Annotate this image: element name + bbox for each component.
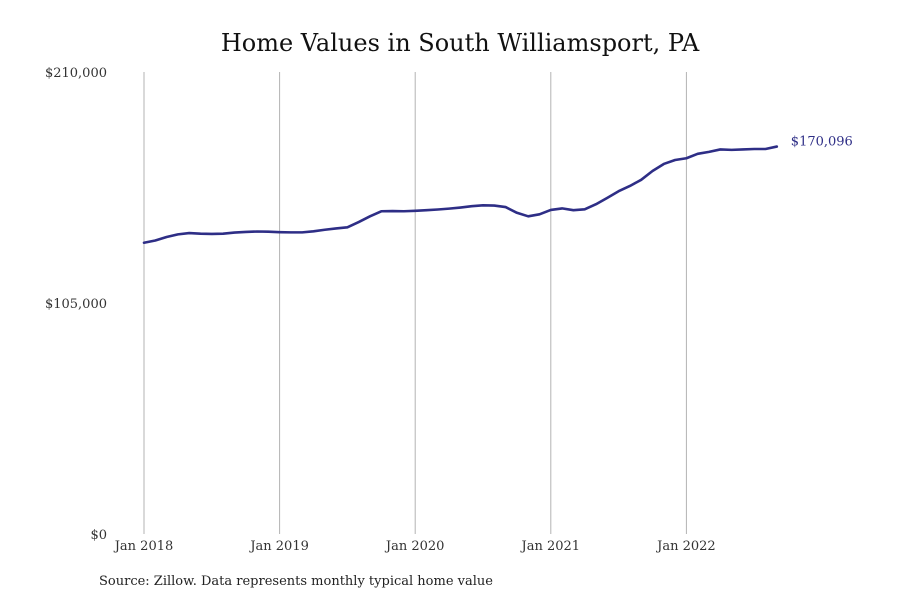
x-tick-label: Jan 2019 — [248, 539, 309, 554]
chart-title: Home Values in South Williamsport, PA — [221, 29, 700, 57]
y-tick-label: $105,000 — [45, 297, 107, 312]
source-note: Source: Zillow. Data represents monthly … — [99, 574, 493, 589]
y-axis-ticks: $0 $105,000 $210,000 — [45, 66, 107, 543]
y-tick-label: $0 — [90, 528, 107, 543]
x-tick-label: Jan 2020 — [384, 539, 445, 554]
y-tick-label: $210,000 — [45, 66, 107, 81]
x-axis-ticks: Jan 2018 Jan 2019 Jan 2020 Jan 2021 Jan 2022 — [113, 539, 716, 554]
gridlines — [143, 72, 687, 534]
series-line — [142, 145, 779, 245]
end-value-label: $170,096 — [791, 135, 853, 150]
x-tick-label: Jan 2021 — [520, 539, 581, 554]
x-tick-label: Jan 2022 — [655, 539, 716, 554]
x-tick-label: Jan 2018 — [113, 539, 174, 554]
